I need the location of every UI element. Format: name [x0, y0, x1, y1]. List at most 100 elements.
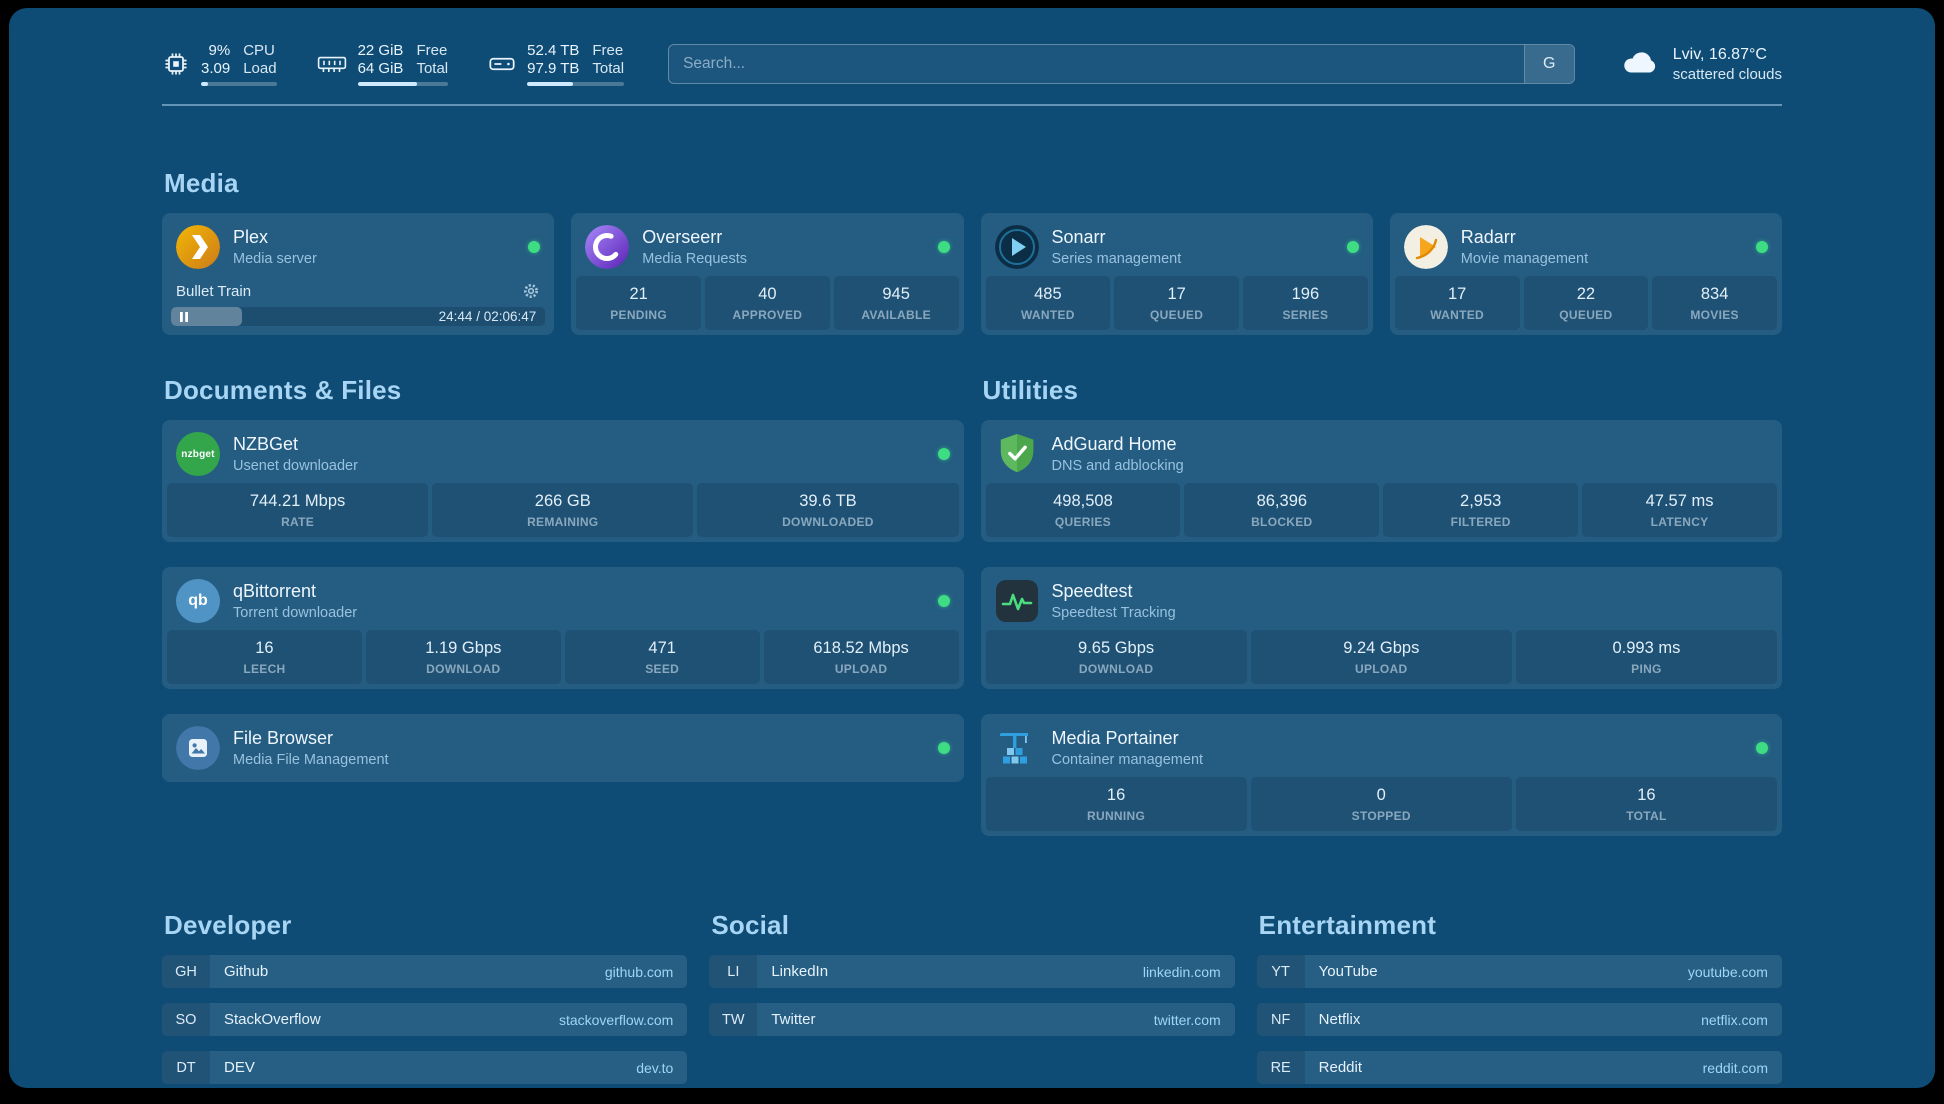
stat-tile: 471 SEED [564, 630, 760, 684]
header-divider [162, 104, 1782, 106]
disk-label-bottom: Total [592, 60, 625, 77]
bookmark-url: twitter.com [1153, 1011, 1221, 1028]
bookmark-name: LinkedIn [771, 963, 829, 980]
memory-icon [317, 52, 347, 76]
documents-section-title: Documents & Files [164, 375, 402, 405]
section-media: Media Plex Media server [162, 168, 1782, 335]
weather-location: Lviv, 16.87°C [1672, 45, 1767, 63]
bookmark-url: reddit.com [1702, 1059, 1768, 1076]
service-title: File Browser [233, 728, 334, 748]
playback-time: 24:44 / 02:06:47 [438, 309, 537, 324]
disk-free: 52.4 TB [527, 42, 580, 59]
search-input[interactable] [669, 45, 1524, 83]
bookmark-abbr: TW [709, 1003, 758, 1036]
bookmarks-social: Social LI LinkedIn linkedin.com TW Twitt… [709, 910, 1235, 1084]
service-title: Speedtest [1051, 581, 1133, 601]
bookmark-abbr: NF [1256, 1003, 1305, 1036]
card-speedtest[interactable]: Speedtest Speedtest Tracking 9.65 Gbps D… [980, 567, 1782, 689]
overseerr-icon [585, 225, 630, 269]
card-overseerr[interactable]: Overseerr Media Requests 21 PENDING 40 A… [571, 213, 964, 335]
bookmark-netflix[interactable]: NF Netflix netflix.com [1256, 1003, 1782, 1036]
bookmark-youtube[interactable]: YT YouTube youtube.com [1256, 955, 1782, 988]
bookmark-stackoverflow[interactable]: SO StackOverflow stackoverflow.com [162, 1003, 688, 1036]
section-utilities: Utilities AdGuard Home DNS and adblockin… [980, 375, 1782, 836]
search-engine-button[interactable]: G [1523, 45, 1574, 83]
status-dot [937, 595, 950, 607]
card-plex[interactable]: Plex Media server Bullet Train [162, 213, 555, 335]
memory-label-bottom: Total [416, 60, 449, 77]
cpu-label-bottom: Load [243, 60, 277, 77]
stat-tile: 40 APPROVED [705, 276, 830, 330]
bookmark-name: DEV [224, 1059, 255, 1076]
resource-widgets: 9% 3.09 CPU Load [162, 42, 625, 86]
stat-tile: 22 QUEUED [1523, 276, 1649, 330]
pause-icon[interactable] [179, 311, 189, 323]
stat-tile: 21 PENDING [576, 276, 701, 330]
gear-icon[interactable] [522, 282, 540, 300]
card-qbittorrent[interactable]: qb qBittorrent Torrent downloader 16 LEE… [162, 567, 964, 689]
service-subtitle: Speedtest Tracking [1051, 605, 1176, 621]
bookmark-twitter[interactable]: TW Twitter twitter.com [709, 1003, 1235, 1036]
status-dot [937, 241, 950, 253]
card-radarr[interactable]: Radarr Movie management 17 WANTED 22 QUE… [1389, 213, 1782, 335]
now-playing-title: Bullet Train [176, 282, 252, 300]
bookmark-name: StackOverflow [224, 1011, 321, 1028]
bookmark-name: Github [224, 963, 269, 980]
bookmark-linkedin[interactable]: LI LinkedIn linkedin.com [709, 955, 1235, 988]
stat-tile: 17 QUEUED [1114, 276, 1239, 330]
top-bar: 9% 3.09 CPU Load [162, 42, 1782, 86]
bookmark-url: netflix.com [1701, 1011, 1768, 1028]
stat-tile: 744.21 Mbps RATE [167, 483, 429, 537]
service-title: qBittorrent [233, 581, 317, 601]
disk-icon [488, 52, 516, 76]
service-subtitle: Usenet downloader [233, 458, 358, 474]
stat-tile: 618.52 Mbps UPLOAD [763, 630, 959, 684]
stat-tile: 485 WANTED [985, 276, 1111, 330]
disk-label-top: Free [592, 42, 624, 59]
card-adguard[interactable]: AdGuard Home DNS and adblocking 498,508 … [980, 420, 1782, 542]
card-filebrowser[interactable]: File Browser Media File Management [162, 714, 964, 782]
status-dot [528, 241, 541, 253]
service-subtitle: DNS and adblocking [1051, 458, 1184, 474]
stat-tile: 834 MOVIES [1652, 276, 1777, 330]
bookmark-dev[interactable]: DT DEV dev.to [162, 1051, 688, 1084]
service-subtitle: Torrent downloader [233, 605, 358, 621]
service-title: Radarr [1460, 227, 1516, 247]
social-section-title: Social [711, 910, 790, 940]
stat-tile: 17 WANTED [1394, 276, 1520, 330]
stat-tile: 1.19 Gbps DOWNLOAD [365, 630, 561, 684]
bookmark-reddit[interactable]: RE Reddit reddit.com [1256, 1051, 1782, 1084]
cpu-widget: 9% 3.09 CPU Load [162, 42, 277, 86]
filebrowser-icon [176, 726, 220, 770]
speedtest-icon [995, 579, 1039, 623]
stat-tile: 196 SERIES [1243, 276, 1368, 330]
service-subtitle: Media File Management [233, 752, 389, 768]
service-title: AdGuard Home [1051, 434, 1177, 454]
bookmark-abbr: RE [1256, 1051, 1305, 1084]
stat-tile: 39.6 TB DOWNLOADED [697, 483, 959, 537]
memory-widget: 22 GiB 64 GiB Free Total [317, 42, 449, 86]
card-nzbget[interactable]: nzbget NZBGet Usenet downloader 744.21 M… [162, 420, 964, 542]
service-subtitle: Media server [233, 251, 317, 267]
playback-progress-bar[interactable]: 24:44 / 02:06:47 [171, 307, 546, 326]
status-dot [1756, 742, 1768, 754]
service-title: Overseerr [642, 227, 723, 247]
disk-progress-bar [527, 82, 625, 86]
bookmark-abbr: LI [709, 955, 758, 988]
card-sonarr[interactable]: Sonarr Series management 485 WANTED 17 Q… [980, 213, 1373, 335]
cpu-percent: 9% [208, 42, 231, 59]
search-bar: G [668, 44, 1575, 84]
bookmark-github[interactable]: GH Github github.com [162, 955, 688, 988]
card-portainer[interactable]: Media Portainer Container management 16 … [980, 714, 1782, 836]
bookmarks-developer: Developer GH Github github.com SO StackO… [162, 910, 688, 1084]
status-dot [937, 448, 950, 460]
stat-tile: 2,953 FILTERED [1383, 483, 1579, 537]
stat-tile: 9.24 Gbps UPLOAD [1250, 630, 1512, 684]
bookmark-url: dev.to [636, 1059, 674, 1076]
bookmark-url: linkedin.com [1142, 963, 1221, 980]
service-subtitle: Container management [1051, 752, 1204, 768]
stat-tile: 16 LEECH [167, 630, 362, 684]
service-subtitle: Media Requests [642, 251, 748, 267]
weather-condition: scattered clouds [1672, 65, 1782, 83]
portainer-icon [995, 726, 1039, 770]
